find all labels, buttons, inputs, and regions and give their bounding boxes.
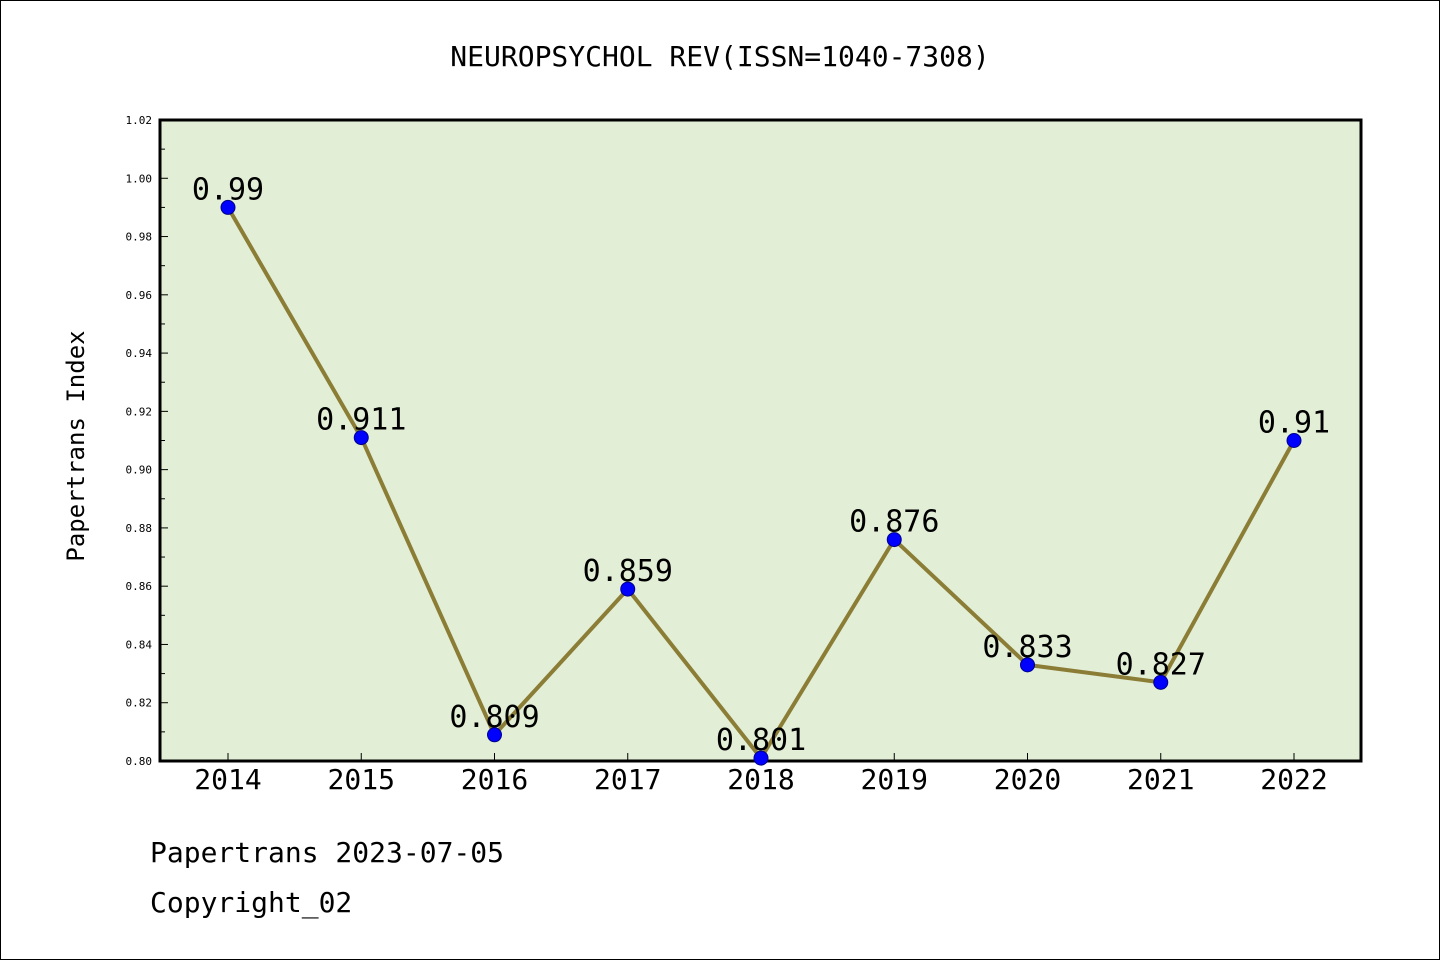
y-tick-label: 0.96 [126,289,153,302]
footer-date: Papertrans 2023-07-05 [150,836,505,869]
y-tick-label: 1.00 [126,172,153,185]
x-tick-label: 2021 [1127,763,1194,796]
y-tick-label: 0.84 [126,638,153,651]
x-tick-label: 2019 [861,763,928,796]
y-tick-label: 1.02 [126,114,153,127]
data-point [753,750,769,766]
x-tick-label: 2015 [328,763,395,796]
y-tick-label: 0.90 [126,464,153,477]
y-tick-label: 0.92 [126,405,153,418]
y-tick-label: 0.94 [126,347,153,360]
data-label: 0.801 [716,723,806,758]
y-tick-label: 0.80 [126,755,153,768]
data-label: 0.809 [449,700,539,735]
x-tick-label: 2020 [994,763,1061,796]
y-axis-label: Papertrans Index [62,330,90,561]
data-point [1153,674,1169,690]
x-tick-label: 2017 [594,763,661,796]
data-point [620,581,636,597]
data-label: 0.859 [583,554,673,589]
x-tick-label: 2018 [727,763,794,796]
x-tick-label: 2022 [1260,763,1327,796]
data-point [220,199,236,215]
data-label: 0.99 [192,172,264,207]
data-label: 0.827 [1116,647,1206,682]
y-tick-label: 0.82 [126,697,153,710]
y-tick-label: 0.98 [126,231,153,244]
data-label: 0.911 [316,403,406,438]
data-label: 0.833 [982,630,1072,665]
data-label: 0.876 [849,505,939,540]
x-tick-label: 2014 [194,763,261,796]
x-tick-label: 2016 [461,763,528,796]
data-point [886,532,902,548]
data-label: 0.91 [1258,406,1330,441]
y-tick-label: 0.88 [126,522,153,535]
data-point [1286,433,1302,448]
data-point [1020,657,1035,673]
chart-title: NEUROPSYCHOL REV(ISSN=1040-7308) [450,40,989,73]
data-point [487,727,502,743]
y-tick-label: 0.86 [126,580,153,593]
footer-copyright: Copyright_02 [150,886,353,919]
data-point [353,430,369,446]
